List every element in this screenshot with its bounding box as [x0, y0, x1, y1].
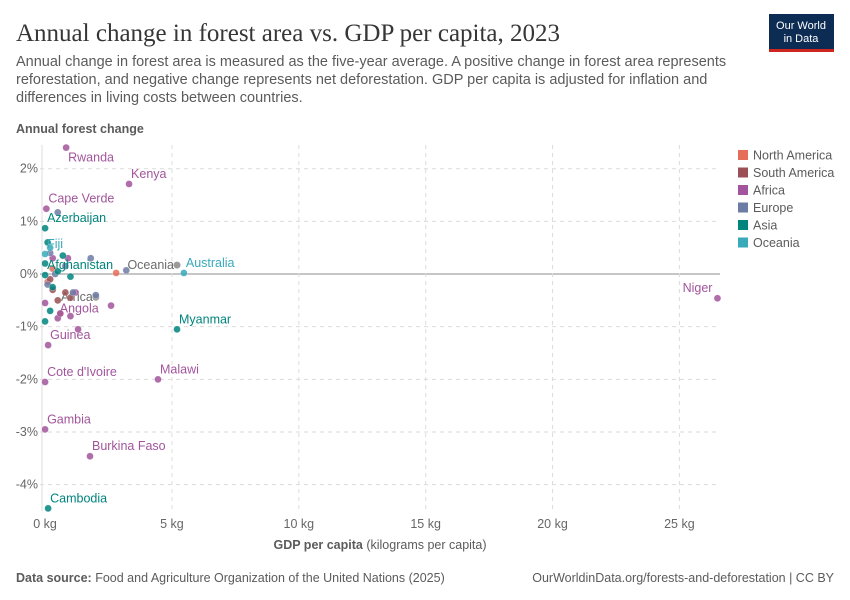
- point: [42, 205, 50, 213]
- point: [125, 180, 133, 188]
- point: [122, 266, 130, 274]
- point: [86, 452, 94, 460]
- footer-source: Data source: Food and Agriculture Organi…: [16, 571, 445, 585]
- x-tick-label: 20 kg: [537, 517, 568, 531]
- legend-swatch: [738, 237, 748, 248]
- point-label: Kenya: [131, 167, 166, 181]
- point: [66, 273, 75, 281]
- point: [54, 296, 62, 305]
- point-label: Malawi: [160, 362, 199, 376]
- point: [713, 294, 722, 302]
- y-axis-label: Annual forest change: [16, 122, 144, 136]
- legend-label[interactable]: Europe: [753, 201, 793, 215]
- legend-swatch: [738, 202, 748, 213]
- point-label: Afghanistan: [47, 258, 113, 272]
- point-label: Angola: [60, 301, 99, 315]
- point: [112, 269, 120, 277]
- point: [41, 224, 49, 232]
- y-tick-label: 1%: [20, 214, 38, 228]
- aggregate-label: Oceania: [127, 258, 174, 272]
- point: [74, 325, 82, 333]
- point: [173, 325, 181, 333]
- y-tick-label: -2%: [16, 372, 38, 386]
- x-tick-label: 15 kg: [410, 517, 441, 531]
- point: [41, 299, 49, 307]
- x-tick-label: 0 kg: [33, 517, 57, 531]
- legend-label[interactable]: South America: [753, 166, 834, 180]
- point: [49, 283, 57, 291]
- x-tick-label: 10 kg: [284, 517, 315, 531]
- point-label: Guinea: [50, 328, 90, 342]
- point-label: Gambia: [47, 412, 91, 426]
- legend-swatch: [738, 150, 748, 160]
- point-label: Australia: [186, 256, 235, 270]
- point: [41, 378, 49, 386]
- legend-swatch: [738, 167, 748, 178]
- logo-text: in Data: [784, 33, 820, 45]
- point: [87, 254, 95, 262]
- point-label: Azerbaijan: [47, 211, 106, 225]
- point: [69, 288, 77, 297]
- point: [154, 375, 162, 383]
- point: [54, 208, 62, 217]
- aggregate-point: [173, 261, 181, 269]
- point: [62, 143, 70, 152]
- point-label: Cote d'Ivoire: [47, 365, 117, 379]
- legend-label[interactable]: North America: [753, 149, 832, 163]
- legend-label[interactable]: Africa: [753, 184, 785, 198]
- point: [41, 271, 49, 279]
- logo-box[interactable]: [769, 14, 834, 52]
- legend-swatch: [738, 185, 748, 195]
- point: [66, 312, 75, 320]
- x-axis-label-main: GDP per capita: [273, 538, 363, 552]
- logo-bar: [769, 49, 834, 52]
- point-label: Rwanda: [68, 151, 114, 165]
- point: [41, 317, 49, 326]
- point: [54, 267, 62, 276]
- point-label: Cape Verde: [48, 192, 114, 206]
- point: [92, 291, 100, 299]
- point: [56, 309, 64, 318]
- point: [59, 251, 67, 260]
- point: [44, 504, 52, 513]
- chart-title: Annual change in forest area vs. GDP per…: [16, 20, 560, 47]
- point: [61, 288, 70, 297]
- point: [44, 341, 52, 349]
- footer-url[interactable]: OurWorldinData.org/forests-and-deforesta…: [532, 571, 834, 585]
- point: [46, 307, 54, 315]
- legend-swatch: [738, 220, 748, 230]
- point: [180, 269, 188, 277]
- point: [41, 250, 49, 258]
- x-tick-label: 25 kg: [664, 517, 695, 531]
- point: [61, 262, 70, 270]
- point-label: Myanmar: [179, 312, 231, 326]
- point-label: Niger: [683, 281, 713, 295]
- point-label: Burkina Faso: [92, 439, 166, 453]
- point: [41, 425, 49, 434]
- legend-label[interactable]: Asia: [753, 219, 777, 233]
- source: Food and Agriculture Organization of the…: [95, 571, 445, 585]
- subtitle: differences in living costs between coun…: [16, 90, 303, 106]
- point: [46, 244, 54, 252]
- point: [41, 259, 49, 268]
- source-label: Data source:: [16, 571, 92, 585]
- legend-label[interactable]: Oceania: [753, 236, 800, 250]
- x-axis-label: GDP per capita (kilograms per capita): [273, 538, 486, 552]
- x-tick-label: 5 kg: [160, 517, 184, 531]
- y-tick-label: -3%: [16, 425, 38, 439]
- logo-text: Our World: [776, 20, 826, 32]
- y-tick-label: -1%: [16, 320, 38, 334]
- subtitle: reforestation, and negative change repre…: [16, 72, 707, 88]
- x-axis-label-unit: (kilograms per capita): [366, 538, 486, 552]
- y-tick-label: -4%: [16, 478, 38, 492]
- y-tick-label: 2%: [20, 162, 38, 176]
- point-label: Cambodia: [50, 491, 107, 505]
- point: [107, 301, 115, 310]
- subtitle: Annual change in forest area is measured…: [16, 54, 726, 70]
- y-tick-label: 0%: [20, 267, 38, 281]
